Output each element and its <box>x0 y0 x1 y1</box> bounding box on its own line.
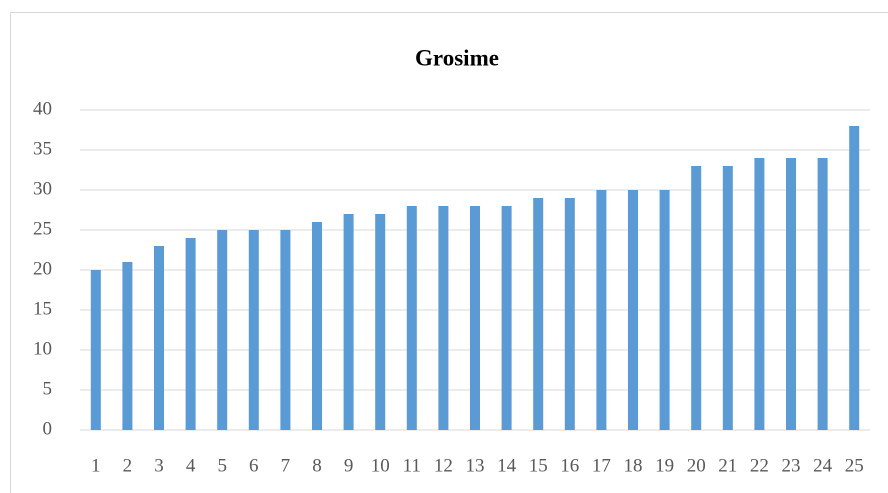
x-tick-label: 11 <box>403 455 421 476</box>
x-tick-label: 5 <box>217 455 227 476</box>
y-tick-label: 35 <box>33 138 52 159</box>
x-tick-label: 24 <box>813 455 833 476</box>
bar <box>154 246 164 430</box>
x-tick-label: 19 <box>655 455 674 476</box>
x-tick-label: 20 <box>687 455 706 476</box>
bar <box>312 222 322 430</box>
y-tick-label: 30 <box>33 178 52 199</box>
x-tick-label: 16 <box>560 455 579 476</box>
bar <box>722 166 733 430</box>
x-tick-label: 21 <box>718 455 737 476</box>
bar <box>248 230 259 430</box>
y-tick-label: 5 <box>43 378 53 399</box>
chart-title: Grosime <box>415 45 499 70</box>
bar <box>533 198 544 430</box>
y-tick-label: 20 <box>33 258 52 279</box>
x-tick-label: 6 <box>249 455 259 476</box>
bar <box>691 166 702 430</box>
x-tick-label: 14 <box>497 455 517 476</box>
y-tick-label: 40 <box>33 98 52 119</box>
bar <box>564 198 575 430</box>
bar <box>217 230 228 430</box>
x-tick-label: 25 <box>845 455 864 476</box>
bar <box>628 190 638 430</box>
bar <box>470 206 480 430</box>
bar <box>596 190 607 430</box>
x-tick-label: 3 <box>154 455 164 476</box>
x-tick-label: 9 <box>344 455 354 476</box>
x-tick-label: 15 <box>529 455 548 476</box>
x-tick-label: 8 <box>312 455 322 476</box>
bar <box>754 158 765 430</box>
y-tick-label: 15 <box>33 298 52 319</box>
bar <box>659 190 670 430</box>
x-tick-label: 10 <box>371 455 390 476</box>
x-tick-label: 22 <box>750 455 769 476</box>
x-tick-label: 4 <box>186 455 196 476</box>
x-tick-label: 13 <box>466 455 485 476</box>
x-tick-label: 17 <box>592 455 611 476</box>
bar <box>786 158 796 430</box>
bar <box>375 214 386 430</box>
x-tick-label: 23 <box>782 455 801 476</box>
bar <box>849 126 860 430</box>
y-tick-label: 0 <box>43 418 53 439</box>
bar <box>501 206 512 430</box>
x-tick-label: 18 <box>624 455 643 476</box>
bar <box>343 214 354 430</box>
x-tick-label: 7 <box>281 455 291 476</box>
y-tick-label: 25 <box>33 218 52 239</box>
y-tick-label: 10 <box>33 338 52 359</box>
bar <box>406 206 417 430</box>
bar <box>90 270 101 430</box>
bar <box>122 262 133 430</box>
x-tick-label: 2 <box>123 455 133 476</box>
x-tick-label: 1 <box>91 455 101 476</box>
bar <box>438 206 449 430</box>
bar <box>817 158 828 430</box>
bar <box>185 238 196 430</box>
x-tick-label: 12 <box>434 455 453 476</box>
bar <box>280 230 291 430</box>
